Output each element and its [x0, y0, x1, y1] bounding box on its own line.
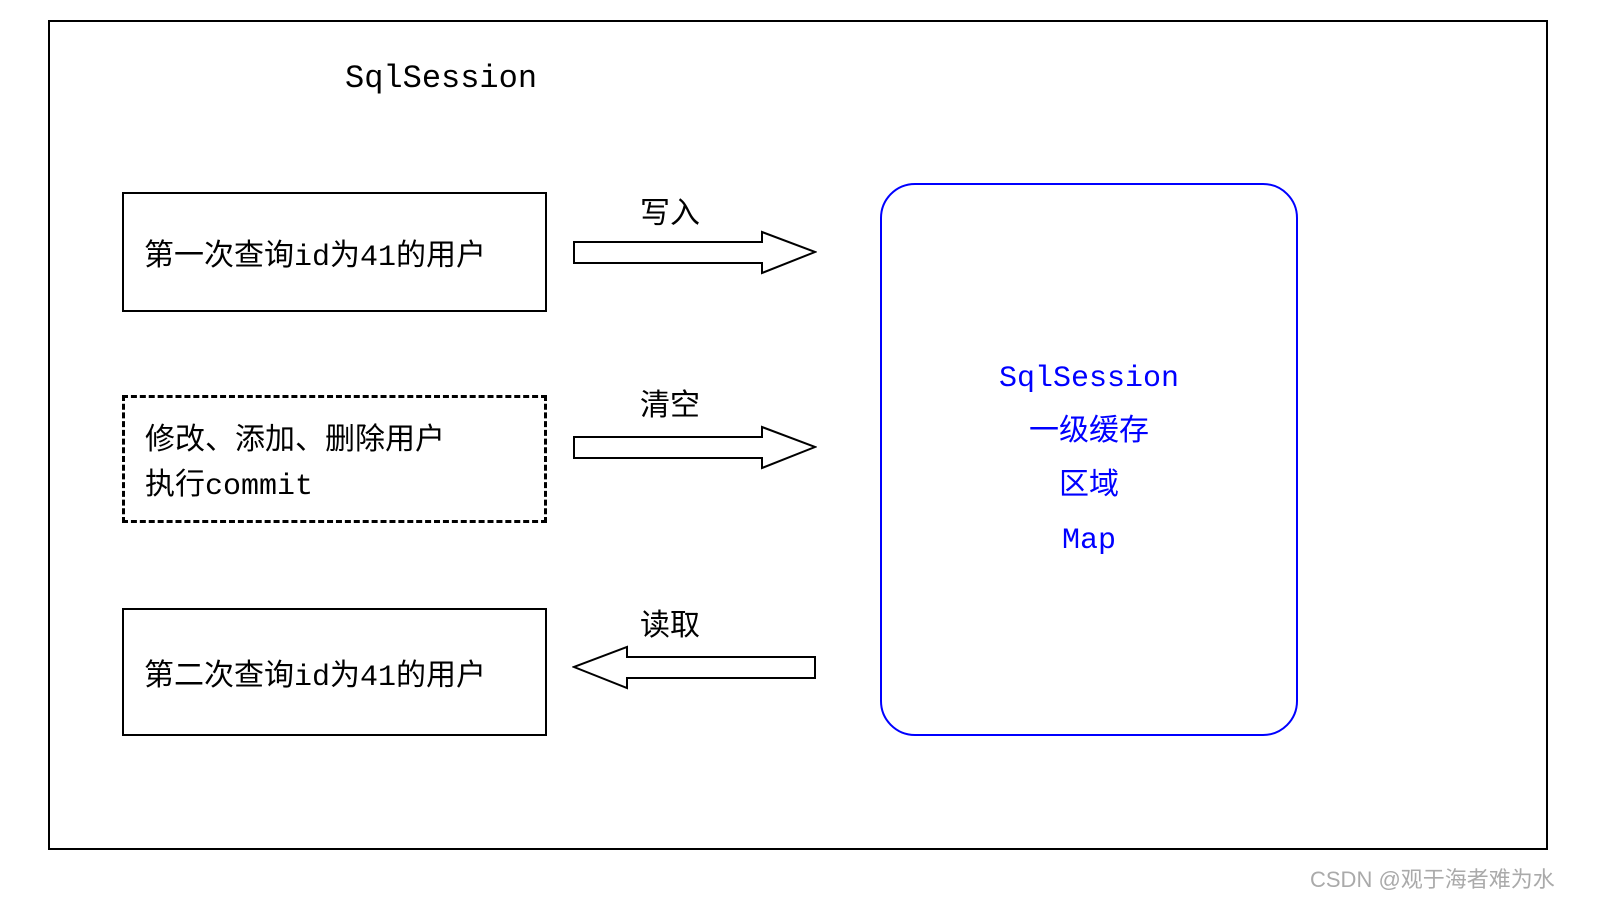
box-first-query-text: 第一次查询id为41的用户 [144, 230, 486, 275]
box-first-query: 第一次查询id为41的用户 [122, 192, 547, 312]
arrow-write-icon [572, 230, 817, 275]
box-second-query: 第二次查询id为41的用户 [122, 608, 547, 736]
watermark-text: CSDN @观于海者难为水 [1310, 862, 1555, 894]
box-second-query-text: 第二次查询id为41的用户 [144, 650, 486, 695]
box-modify-line2: 执行commit [145, 459, 544, 504]
diagram-title: SqlSession [345, 60, 537, 97]
arrow-read-label: 读取 [640, 600, 700, 645]
arrow-read-icon [572, 645, 817, 690]
cache-line1: SqlSession [999, 352, 1179, 406]
cache-line4: Map [1062, 514, 1116, 568]
cache-line3: 区域 [1059, 460, 1119, 514]
box-cache: SqlSession 一级缓存 区域 Map [880, 183, 1298, 736]
box-modify: 修改、添加、删除用户 执行commit [122, 395, 547, 523]
box-modify-line1: 修改、添加、删除用户 [145, 414, 544, 459]
arrow-clear-label: 清空 [640, 380, 700, 425]
arrow-write-label: 写入 [640, 188, 700, 233]
arrow-clear-icon [572, 425, 817, 470]
cache-line2: 一级缓存 [1029, 406, 1149, 460]
